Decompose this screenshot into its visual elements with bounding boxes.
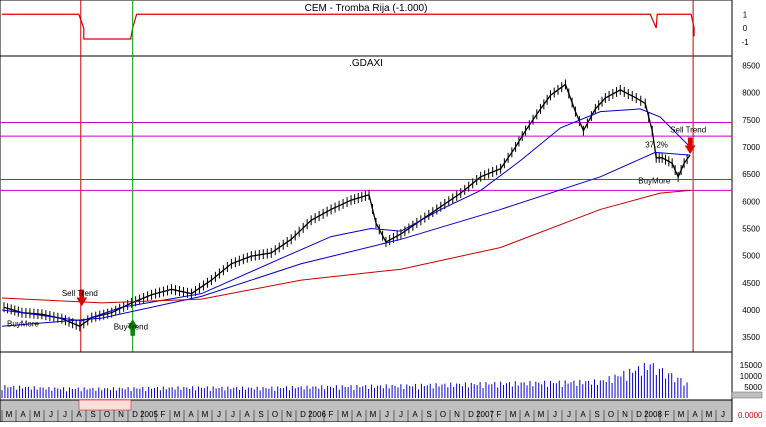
time-axis-label: F bbox=[161, 410, 166, 419]
time-axis-label: J bbox=[721, 410, 725, 419]
time-axis-label: N bbox=[118, 410, 124, 419]
time-axis-label: M bbox=[370, 410, 377, 419]
time-axis-label: O bbox=[272, 410, 278, 419]
scroll-thumb[interactable] bbox=[731, 391, 763, 399]
time-axis-label: 2006 bbox=[308, 410, 326, 419]
indicator-series-line bbox=[2, 13, 695, 40]
moving-average-long-line bbox=[1, 189, 691, 304]
time-axis-label: F bbox=[497, 410, 502, 419]
indicator-tick-label: 0 bbox=[743, 24, 748, 33]
time-axis-label: J bbox=[63, 410, 67, 419]
time-axis-label: D bbox=[132, 410, 138, 419]
time-axis-label: J bbox=[399, 410, 403, 419]
buy-arrow-icon bbox=[127, 319, 139, 336]
time-axis-label: 2008 bbox=[644, 410, 662, 419]
time-axis-label: N bbox=[286, 410, 292, 419]
time-axis-label: O bbox=[104, 410, 110, 419]
volume-tick-label: 10000 bbox=[740, 372, 763, 381]
time-axis-label: S bbox=[426, 410, 431, 419]
time-axis-label: F bbox=[665, 410, 670, 419]
time-axis-label: M bbox=[342, 410, 349, 419]
price-tick-label: 8500 bbox=[742, 61, 760, 70]
volume-tick-label: 5000 bbox=[744, 383, 762, 392]
time-axis-label: A bbox=[356, 410, 362, 419]
time-axis: M A M J J A S O N D 2005 F M A M J J A S O N D 2006 F M A M J J A S O N D… bbox=[0, 399, 733, 423]
time-axis-label: M bbox=[34, 410, 41, 419]
price-annotation: BuyMore bbox=[7, 319, 40, 328]
time-axis-label: J bbox=[231, 410, 235, 419]
indicator-title: CEM - Tromba Rija (-1.000) bbox=[305, 3, 428, 14]
time-axis-label: 2007 bbox=[476, 410, 494, 419]
time-axis-label: M bbox=[174, 410, 181, 419]
right-axis-extra-label: 0.0000 bbox=[738, 411, 763, 420]
time-axis-label: M bbox=[538, 410, 545, 419]
price-tick-label: 8000 bbox=[742, 89, 760, 98]
time-axis-label: O bbox=[608, 410, 614, 419]
time-axis-label: M bbox=[6, 410, 13, 419]
price-tick-label: 7000 bbox=[742, 143, 760, 152]
sell-arrow-icon bbox=[684, 137, 696, 155]
time-axis-label: S bbox=[594, 410, 599, 419]
price-tick-label: 3500 bbox=[742, 333, 760, 342]
time-axis-label: A bbox=[76, 410, 82, 419]
price-tick-label: 7500 bbox=[742, 116, 760, 125]
time-axis-label: N bbox=[622, 410, 628, 419]
time-axis-label: M bbox=[510, 410, 517, 419]
moving-average-medium-line bbox=[1, 151, 691, 327]
time-axis-label: A bbox=[580, 410, 586, 419]
price-tick-label: 5000 bbox=[742, 252, 760, 261]
time-axis-label: S bbox=[90, 410, 95, 419]
time-axis-label: M bbox=[202, 410, 209, 419]
price-title: .GDAXI bbox=[349, 58, 383, 69]
time-axis-label: A bbox=[20, 410, 26, 419]
price-annotation: 37.2% bbox=[645, 140, 668, 149]
time-axis-label: D bbox=[300, 410, 306, 419]
time-axis-label: J bbox=[385, 410, 389, 419]
price-tick-label: 5500 bbox=[742, 224, 760, 233]
time-axis-label: S bbox=[258, 410, 263, 419]
price-annotation: Sell Trend bbox=[62, 289, 98, 298]
time-axis-label: A bbox=[692, 410, 698, 419]
time-axis-label: A bbox=[412, 410, 418, 419]
time-axis-label: O bbox=[440, 410, 446, 419]
sell-arrow-icon bbox=[76, 289, 88, 307]
price-tick-label: 6000 bbox=[742, 197, 760, 206]
time-axis-label: A bbox=[188, 410, 194, 419]
time-axis-label: 2005 bbox=[140, 410, 158, 419]
indicator-panel: CEM - Tromba Rija (-1.000) 1 0 -1 bbox=[0, 0, 749, 57]
price-tick-label: 4500 bbox=[742, 279, 760, 288]
time-axis-label: A bbox=[244, 410, 250, 419]
time-axis-label: J bbox=[49, 410, 53, 419]
time-axis-label: M bbox=[678, 410, 685, 419]
price-panel: .GDAXI 8500 8000 7500 7000 6500 6000 5500 5000 4… bbox=[0, 0, 761, 400]
time-axis-label: D bbox=[636, 410, 642, 419]
price-tick-label: 6500 bbox=[742, 170, 760, 179]
time-axis-label: D bbox=[468, 410, 474, 419]
volume-tick-label: 15000 bbox=[740, 361, 763, 370]
volume-panel: 15000 10000 5000 bbox=[0, 351, 763, 401]
time-axis-label: J bbox=[567, 410, 571, 419]
time-axis-label: J bbox=[553, 410, 557, 419]
time-axis-label: F bbox=[329, 410, 334, 419]
time-axis-label: J bbox=[217, 410, 221, 419]
time-axis-label: M bbox=[706, 410, 713, 419]
price-annotation: BuyMore bbox=[638, 176, 671, 185]
indicator-tick-label: 1 bbox=[743, 10, 748, 19]
price-annotation: BuyTrend bbox=[114, 323, 148, 332]
price-tick-label: 4000 bbox=[742, 306, 760, 315]
indicator-tick-label: -1 bbox=[741, 38, 749, 47]
price-annotation: Sell Trend bbox=[670, 125, 706, 134]
time-axis-label: A bbox=[524, 410, 530, 419]
time-axis-label: N bbox=[454, 410, 460, 419]
